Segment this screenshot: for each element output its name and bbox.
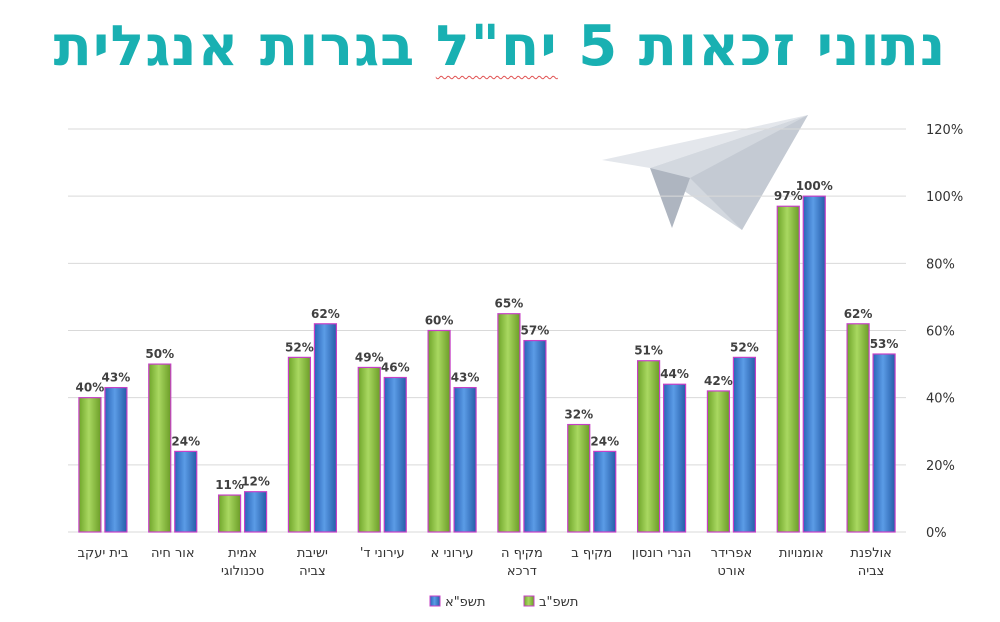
bar	[453, 386, 477, 533]
data-label: 40%	[76, 381, 105, 395]
y-tick-label: 80%	[926, 257, 955, 272]
legend-label: תשפ"א	[445, 595, 486, 610]
y-tick-label: 20%	[926, 459, 955, 474]
bar	[706, 390, 731, 533]
bar	[287, 356, 312, 533]
data-label: 57%	[521, 324, 550, 338]
bar	[383, 376, 407, 533]
data-label: 97%	[774, 189, 803, 203]
data-label: 43%	[102, 371, 131, 385]
x-tick-label: מקיף ב	[571, 546, 612, 561]
x-tick-label: צביה	[299, 564, 326, 579]
x-tick-label: אולפנת	[850, 546, 892, 561]
x-tick-label: אפרידר	[711, 546, 753, 561]
x-tick-label: אמית	[228, 546, 257, 561]
bar	[104, 386, 128, 533]
data-label: 11%	[215, 478, 244, 492]
data-label: 52%	[730, 340, 759, 354]
data-label: 32%	[564, 408, 593, 422]
y-tick-label: 0%	[926, 526, 947, 541]
bar	[523, 339, 547, 533]
bar	[662, 383, 687, 533]
bar	[148, 363, 172, 533]
paper-plane-icon	[602, 115, 808, 230]
bar	[357, 366, 381, 533]
y-tick-label: 100%	[926, 190, 963, 205]
x-tick-label: אור חיה	[151, 546, 195, 561]
x-tick-label: הנרי רונסון	[632, 546, 692, 561]
x-tick-label: עירוני א	[431, 546, 474, 561]
bar	[636, 360, 661, 533]
x-tick-label: עירוני ד'	[360, 546, 405, 561]
data-label: 60%	[425, 314, 454, 328]
bar	[593, 450, 617, 533]
x-tick-label: צביה	[858, 564, 885, 579]
bars	[78, 195, 896, 533]
y-tick-label: 60%	[926, 325, 955, 340]
bar	[78, 397, 102, 533]
data-labels: 40%43%50%24%11%12%52%62%49%46%60%43%65%5…	[76, 179, 899, 492]
data-label: 49%	[355, 350, 384, 364]
x-tick-label: אורט	[717, 564, 745, 579]
legend-swatch	[429, 595, 441, 607]
x-tick-label: בית יעקב	[77, 546, 128, 561]
data-label: 12%	[241, 475, 270, 489]
title-part-underlined: יח"ל	[435, 14, 558, 79]
title-part-start: נתוני זכאות 5	[578, 14, 947, 79]
chart-title: נתוני זכאות 5 יח"ל בגרות אנגלית	[0, 2, 1000, 92]
title-part-end: בגרות אנגלית	[53, 14, 416, 79]
y-tick-label: 120%	[926, 123, 963, 138]
legend-swatch	[523, 595, 535, 607]
data-label: 43%	[451, 371, 480, 385]
data-label: 65%	[495, 297, 524, 311]
data-label: 62%	[844, 307, 873, 321]
data-label: 53%	[870, 337, 899, 351]
data-label: 46%	[381, 361, 410, 375]
data-label: 50%	[145, 347, 174, 361]
bar	[427, 329, 451, 533]
y-axis-ticks: 0% 20% 40% 60% 80% 100% 120%	[926, 123, 963, 541]
bar	[217, 494, 242, 533]
x-tick-label: ישיבת	[297, 546, 328, 561]
bar	[776, 205, 800, 533]
x-tick-label: טכנולוגי	[221, 564, 264, 579]
data-label: 24%	[171, 434, 200, 448]
x-axis-ticks: בית יעקב אור חיה אמית טכנולוגי ישיבת צביה עירו…	[77, 546, 891, 579]
bar	[802, 195, 826, 533]
x-tick-label: אומנויות	[779, 546, 824, 561]
data-label: 51%	[634, 344, 663, 358]
bar	[732, 356, 757, 533]
x-tick-label: דרכא	[507, 564, 537, 579]
gridlines	[68, 128, 906, 533]
bar	[872, 353, 896, 533]
bar	[243, 491, 268, 533]
legend-item: תשפ"א	[429, 595, 486, 610]
data-label: 100%	[796, 179, 833, 193]
bar	[313, 323, 338, 533]
data-label: 24%	[590, 434, 619, 448]
legend-label: תשפ"ב	[539, 595, 578, 610]
data-label: 52%	[285, 340, 314, 354]
data-label: 42%	[704, 374, 733, 388]
data-label: 44%	[660, 367, 689, 381]
y-tick-label: 40%	[926, 392, 955, 407]
x-tick-label: מקיף ה	[501, 546, 543, 561]
bar	[846, 323, 870, 533]
bar	[174, 450, 198, 533]
bar	[567, 423, 591, 533]
bar	[497, 313, 521, 533]
data-label: 62%	[311, 307, 340, 321]
legend-item: תשפ"ב	[523, 595, 578, 610]
legend: תשפ"ב תשפ"א	[429, 595, 578, 610]
